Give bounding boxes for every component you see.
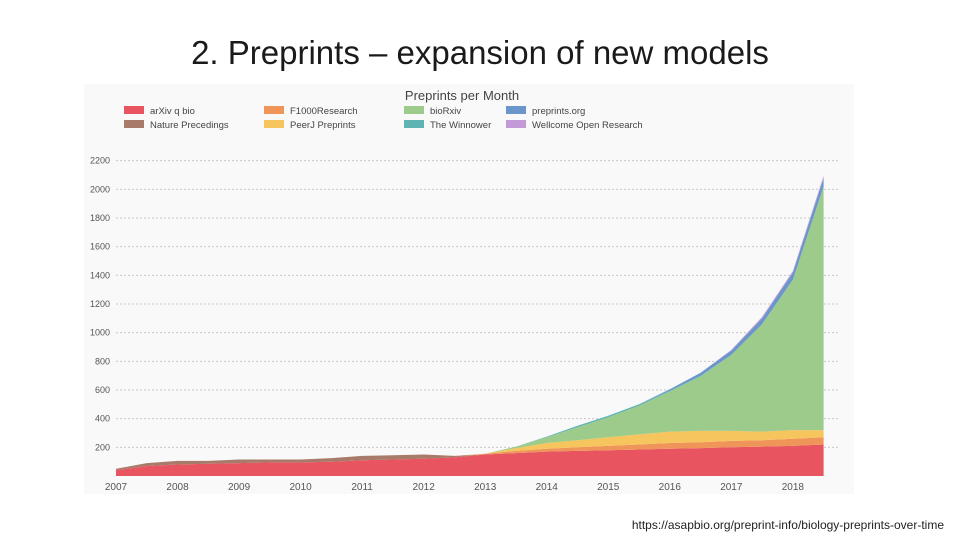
x-tick-label: 2014: [536, 482, 559, 493]
stacked-area-chart: Preprints per Month arXiv q bio Nature Pr…: [90, 88, 839, 493]
legend-swatch-arxiv-q-bio: [124, 106, 144, 114]
y-tick-label: 200: [95, 442, 110, 452]
y-tick-label: 400: [95, 414, 110, 424]
y-tick-label: 2200: [90, 156, 110, 166]
y-tick-label: 600: [95, 385, 110, 395]
x-tick-label: 2011: [351, 482, 373, 493]
y-tick-label: 800: [95, 356, 110, 366]
legend-label-nature-precedings: Nature Precedings: [150, 120, 229, 131]
legend-swatch-peerj-preprints: [264, 120, 284, 128]
series-area-f1000research: [116, 437, 824, 469]
legend-label-f1000research: F1000Research: [290, 106, 358, 117]
legend-label-arxiv-q-bio: arXiv q bio: [150, 106, 195, 117]
legend-swatch-f1000research: [264, 106, 284, 114]
source-link[interactable]: https://asapbio.org/preprint-info/biolog…: [631, 518, 944, 532]
axes: 200 400 600 800 1000 1200 1400 1600 1800 2000 2200…: [90, 156, 804, 493]
x-tick-label: 2010: [289, 482, 312, 493]
y-tick-label: 1200: [90, 299, 110, 309]
legend-swatch-preprints-org: [506, 106, 526, 114]
slide-title: 2. Preprints – expansion of new models: [191, 34, 769, 71]
series-area-peerj-preprints: [116, 430, 824, 469]
legend-label-biorxiv: bioRxiv: [430, 106, 461, 117]
legend-swatch-biorxiv: [404, 106, 424, 114]
legend-label-peerj-preprints: PeerJ Preprints: [290, 120, 356, 131]
x-tick-label: 2016: [659, 482, 682, 493]
chart-container: Preprints per Month arXiv q bio Nature Pr…: [84, 84, 854, 494]
legend: arXiv q bio Nature Precedings F1000Researc…: [124, 106, 643, 131]
chart-title: Preprints per Month: [405, 88, 519, 103]
legend-label-preprints-org: preprints.org: [532, 106, 585, 117]
y-tick-label: 2000: [90, 184, 110, 194]
series-area-arxiv-q-bio: [116, 444, 824, 476]
legend-swatch-nature-precedings: [124, 120, 144, 128]
y-tick-label: 1600: [90, 242, 110, 252]
x-tick-label: 2007: [105, 482, 128, 493]
legend-swatch-wellcome-open-research: [506, 120, 526, 128]
x-tick-label: 2012: [413, 482, 436, 493]
x-tick-label: 2009: [228, 482, 251, 493]
legend-label-the-winnower: The Winnower: [430, 120, 491, 131]
y-tick-label: 1400: [90, 270, 110, 280]
x-tick-label: 2018: [782, 482, 805, 493]
y-tick-label: 1000: [90, 328, 110, 338]
area-series-group: [116, 175, 824, 476]
series-area-biorxiv: [116, 186, 824, 469]
x-tick-label: 2015: [597, 482, 620, 493]
x-tick-label: 2008: [166, 482, 189, 493]
x-tick-label: 2013: [474, 482, 497, 493]
x-tick-label: 2017: [720, 482, 743, 493]
y-tick-label: 1800: [90, 213, 110, 223]
grid: [116, 160, 839, 448]
legend-swatch-the-winnower: [404, 120, 424, 128]
legend-label-wellcome-open-research: Wellcome Open Research: [532, 120, 643, 131]
